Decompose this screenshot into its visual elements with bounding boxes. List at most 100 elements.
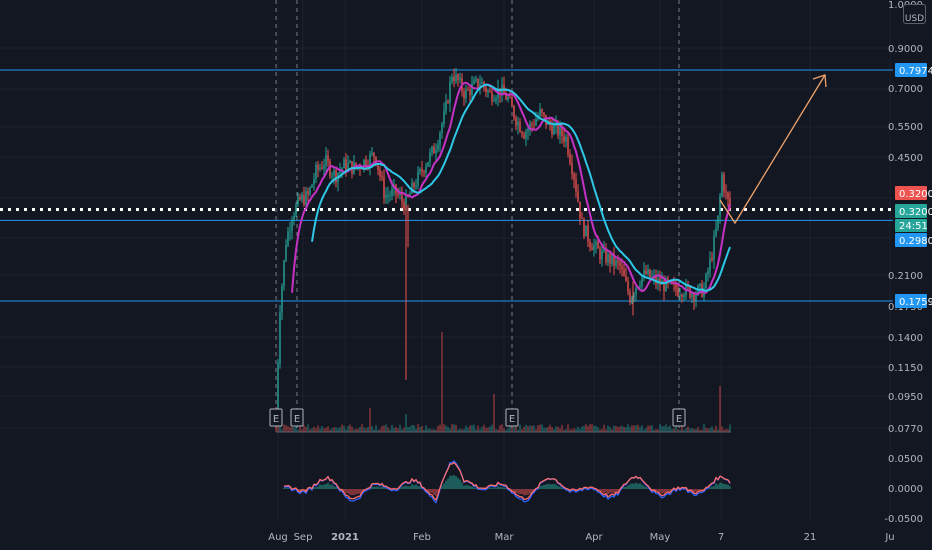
horizontal-levels[interactable]	[0, 69, 893, 302]
volume-bar	[353, 429, 355, 432]
candle-body	[347, 163, 349, 171]
candle-body	[633, 294, 635, 298]
candle-body	[325, 155, 327, 166]
volume-bar	[727, 428, 729, 432]
candle-body	[535, 119, 537, 126]
projection-path[interactable]	[719, 74, 826, 225]
volume-bar	[619, 426, 621, 432]
candle-body	[593, 245, 595, 251]
candle-body	[443, 111, 445, 124]
ma-fast-line	[291, 81, 731, 295]
currency-badge[interactable]: USD	[903, 4, 926, 24]
earnings-marker-1[interactable]	[290, 408, 304, 427]
volume-bar	[513, 427, 515, 432]
candle-body	[699, 283, 701, 287]
candle-body	[387, 195, 389, 197]
volume-bar	[443, 424, 445, 432]
volume-bar	[719, 386, 721, 432]
candle-body	[411, 182, 413, 194]
volume-bar	[479, 429, 481, 432]
oscillator-histogram-bar	[695, 489, 697, 493]
candle-body	[677, 289, 679, 296]
oscillator-histogram-bar	[699, 489, 701, 491]
volume-bar	[711, 426, 713, 432]
volume-bar	[567, 424, 569, 432]
oscillator-histogram-bar	[539, 486, 541, 489]
oscillator-histogram-bar	[487, 488, 489, 489]
oscillator-histogram-bar	[643, 485, 645, 489]
volume-bar	[415, 428, 417, 432]
volume-bars	[275, 332, 731, 433]
volume-bar	[345, 429, 347, 432]
oscillator-histogram-bar	[299, 489, 301, 492]
time-tick-2: 2021	[331, 532, 359, 543]
candle-body	[591, 247, 593, 251]
candle-body	[467, 89, 469, 91]
earnings-marker-label-3: E	[676, 414, 682, 425]
oscillator-histogram-bar	[467, 485, 469, 489]
volume-bar	[431, 429, 433, 432]
volume-bar	[673, 428, 675, 432]
volume-bar	[657, 429, 659, 432]
candle-body	[305, 191, 307, 205]
oscillator-histogram-bar	[403, 486, 405, 489]
volume-bar	[457, 429, 459, 432]
volume-bar	[599, 429, 601, 432]
oscillator-histogram-bar	[437, 489, 439, 493]
time-tick-9: Ju	[884, 532, 894, 543]
candle-body	[319, 167, 321, 170]
earnings-marker-3[interactable]	[672, 408, 686, 427]
volume-bar	[391, 424, 393, 432]
volume-bar	[379, 429, 381, 432]
candle-body	[341, 168, 343, 171]
oscillator-histogram-bar	[711, 486, 713, 489]
oscillator-histogram-bar	[519, 489, 521, 494]
volume-bar	[519, 424, 521, 432]
oscillator-histogram-bar	[511, 489, 513, 492]
oscillator-histogram-bar	[489, 487, 491, 489]
candle-body	[291, 220, 293, 231]
oscillator-histogram-bar	[727, 484, 729, 489]
price-tag-4	[895, 294, 927, 308]
candle-body	[625, 276, 627, 281]
candle-body	[445, 101, 447, 112]
candle-body	[529, 123, 531, 129]
volume-bar	[461, 429, 463, 432]
oscillator-histogram-bar	[345, 489, 347, 494]
volume-bar	[373, 429, 375, 432]
projection-arrow[interactable]	[719, 74, 827, 225]
candle-body	[471, 83, 473, 96]
time-axis[interactable]: Aug Sep 2021 Feb Mar Apr May 7 21 Ju	[268, 532, 894, 543]
candle-body	[543, 112, 545, 115]
candle-body	[383, 177, 385, 198]
earnings-marker-2[interactable]	[505, 408, 519, 427]
volume-bar	[413, 425, 415, 432]
candle-body	[533, 124, 535, 126]
volume-bar	[579, 428, 581, 432]
volume-bar	[573, 428, 575, 432]
volume-bar	[585, 424, 587, 432]
volume-bar	[565, 429, 567, 432]
volume-bar	[533, 425, 535, 432]
oscillator-histogram-bar	[717, 484, 719, 489]
candle-body	[329, 161, 331, 176]
volume-bar	[635, 425, 637, 432]
oscillator-histogram-bar	[287, 487, 289, 489]
volume-bar	[339, 427, 341, 432]
earnings-marker-0[interactable]	[269, 408, 283, 427]
time-tick-3: Feb	[413, 532, 431, 543]
candle-body	[665, 278, 667, 292]
volume-bar	[411, 424, 413, 432]
candle-body	[693, 294, 695, 301]
candle-body	[609, 254, 611, 264]
candle-body	[615, 260, 617, 266]
candle-body	[323, 165, 325, 169]
volume-bar	[319, 428, 321, 432]
volume-bar	[703, 424, 705, 432]
oscillator-histogram-bar	[635, 482, 637, 489]
volume-bar	[541, 424, 543, 432]
oscillator-histogram-bar	[625, 486, 627, 489]
oscillator-histogram-bar	[383, 488, 385, 489]
